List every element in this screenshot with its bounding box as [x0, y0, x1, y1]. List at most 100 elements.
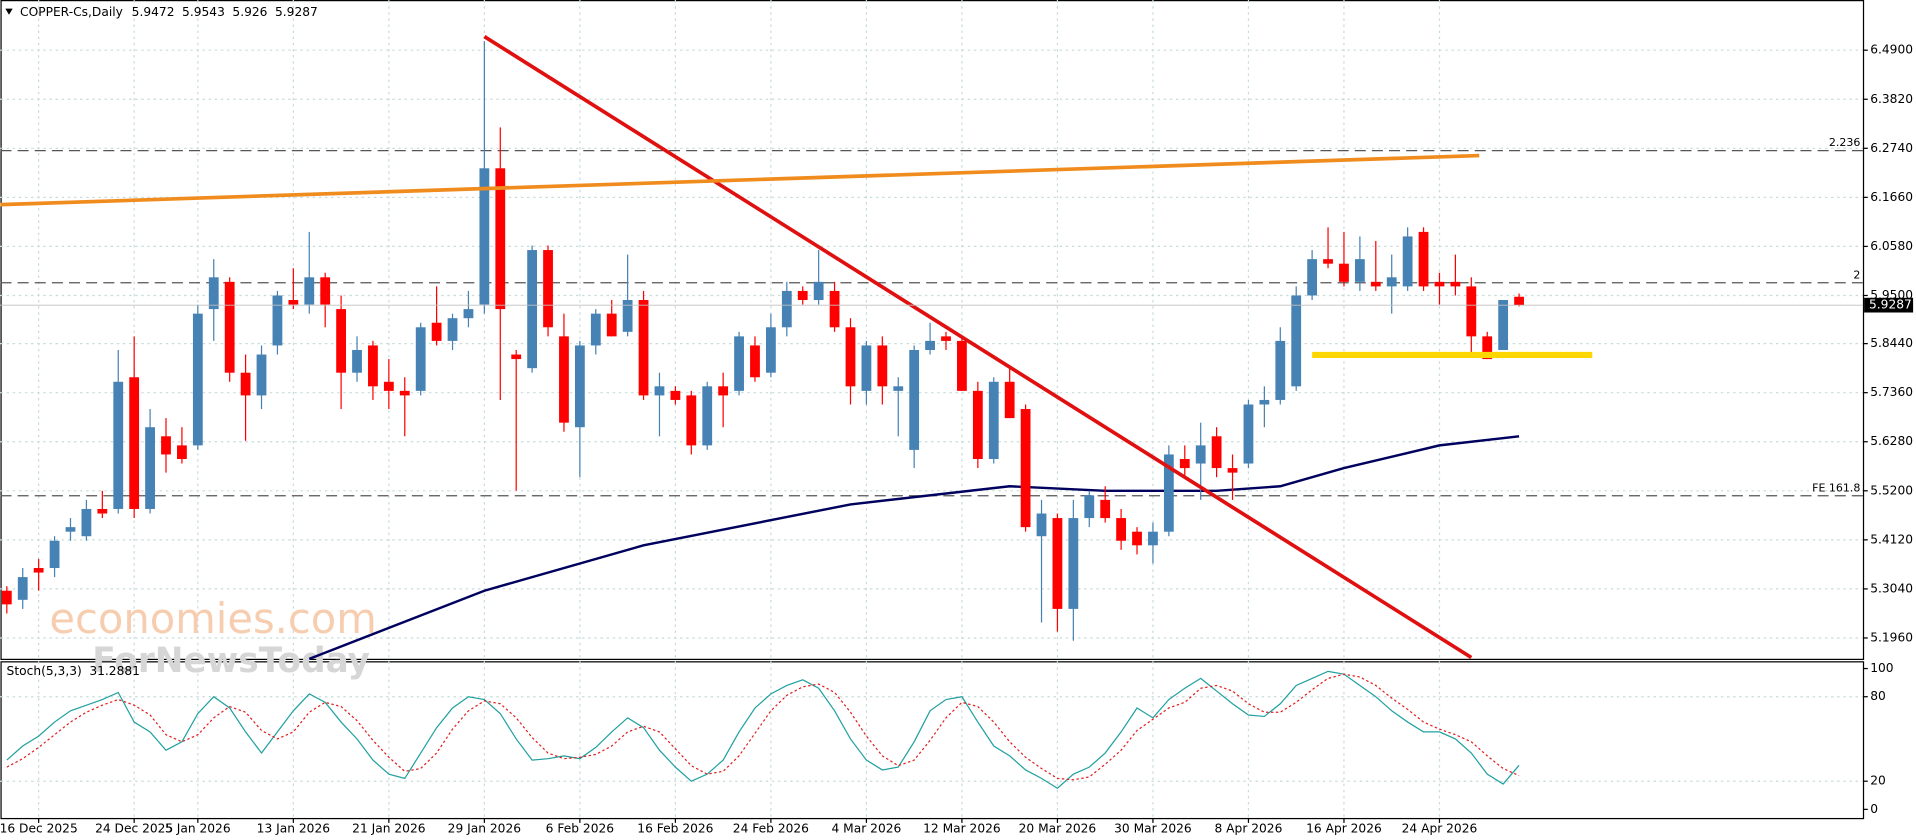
stoch-name: Stoch(5,3,3)	[7, 664, 82, 678]
candle-body	[447, 318, 458, 341]
candle-body	[1052, 518, 1063, 609]
candle-body	[718, 386, 729, 396]
candle-body	[734, 336, 744, 391]
y-tick-label: 5.5200	[1870, 483, 1913, 497]
candle-body	[988, 381, 999, 460]
candle-body	[304, 277, 315, 305]
candle-body	[224, 281, 235, 373]
candle-body	[368, 345, 378, 387]
stoch-title: Stoch(5,3,3) 31.2881	[7, 664, 140, 678]
x-tick-label: 20 Mar 2026	[1019, 821, 1097, 835]
candle-body	[813, 281, 824, 301]
candle-body	[702, 386, 713, 446]
candle-body	[1514, 296, 1524, 306]
candle-body	[511, 354, 522, 360]
candle-body	[1482, 336, 1493, 360]
candle-body	[1466, 286, 1477, 337]
watermark-text: ForNewsToday	[92, 641, 370, 681]
y-tick-label: 5.1960	[1870, 630, 1913, 644]
candle-body	[829, 290, 840, 328]
candle-body	[17, 577, 28, 600]
candle-body	[479, 168, 490, 305]
ohlc: 5.9543	[182, 5, 225, 19]
candle-body	[1275, 340, 1286, 400]
y-tick-label: 6.4900	[1870, 43, 1913, 57]
level-label: 2	[1853, 268, 1860, 281]
x-tick-label: 12 Mar 2026	[923, 821, 1001, 835]
main-panel-border	[0, 0, 1865, 660]
stoch-tick-label: 80	[1870, 689, 1886, 703]
candle-body	[256, 354, 267, 396]
candle-body	[622, 300, 633, 332]
candle-body	[177, 445, 187, 460]
candle-body	[925, 340, 935, 350]
watermark-text: economies.com	[49, 594, 376, 643]
y-tick-label: 6.3820	[1870, 92, 1913, 106]
stoch-line	[6, 670, 1520, 790]
x-tick-label: 24 Feb 2026	[733, 821, 809, 835]
candle-body	[861, 345, 872, 391]
candle-body	[272, 295, 283, 346]
candle-body	[1386, 277, 1397, 287]
candle-body	[941, 336, 951, 341]
stoch-value: 31.2881	[89, 664, 140, 678]
ohlc: 5.926	[232, 5, 267, 19]
x-tick-label: 16 Dec 2025	[0, 821, 78, 835]
candle-body	[1163, 454, 1174, 532]
candle-body	[1227, 468, 1238, 473]
candle-body	[957, 340, 967, 391]
candle-body	[750, 345, 760, 378]
candle-body	[113, 381, 124, 509]
stoch-tick-label: 0	[1870, 802, 1878, 816]
price-box-label: 5.9287	[1869, 298, 1912, 312]
candle-body	[670, 390, 681, 400]
candle-body	[909, 349, 920, 450]
ohlc: 5.9287	[275, 5, 318, 19]
candle-body	[97, 508, 108, 514]
y-tick-label: 5.3040	[1870, 581, 1913, 595]
x-tick-label: 16 Feb 2026	[637, 821, 713, 835]
trendline	[0, 153, 1480, 207]
candle-body	[399, 390, 410, 396]
menu-triangle	[5, 8, 13, 15]
candle-body	[1434, 281, 1445, 287]
candle-body	[1259, 399, 1270, 405]
candle-body	[543, 250, 553, 328]
y-tick-label: 6.0580	[1870, 239, 1913, 253]
stoch-tick-label: 20	[1870, 774, 1886, 788]
x-tick-label: 4 Mar 2026	[832, 821, 902, 835]
candle-body	[49, 540, 60, 569]
candle-body	[145, 427, 155, 509]
candle-body	[1498, 300, 1509, 350]
candle-body	[590, 313, 601, 346]
candle-body	[161, 436, 171, 455]
candle-body	[654, 386, 665, 396]
candle-body	[81, 508, 92, 537]
candle-body	[1148, 531, 1158, 546]
candle-body	[1418, 231, 1429, 287]
x-tick-label: 24 Apr 2026	[1402, 821, 1478, 835]
x-tick-label: 5 Jan 2026	[165, 821, 231, 835]
candle-body	[1116, 518, 1126, 541]
candle-body	[1339, 263, 1349, 282]
x-tick-label: 8 Apr 2026	[1215, 821, 1283, 835]
candle-body	[1100, 499, 1111, 519]
candle-body	[1354, 259, 1365, 282]
y-tick-label: 6.2740	[1870, 141, 1913, 155]
x-tick-label: 30 Mar 2026	[1114, 821, 1192, 835]
candle-body	[893, 386, 904, 391]
chart-title: COPPER-Cs,Daily 5.9472 5.9543 5.926 5.92…	[20, 5, 318, 19]
candle-body	[1084, 495, 1095, 519]
candle-body	[559, 336, 569, 423]
candle-body	[33, 568, 44, 573]
stoch-tick-label: 100	[1870, 661, 1893, 675]
price-box	[1864, 297, 1914, 313]
candle-body	[1402, 236, 1413, 287]
trendline	[483, 35, 1473, 660]
candle-body	[877, 345, 888, 387]
level-label: 2.236	[1829, 136, 1861, 149]
candle-body	[972, 390, 983, 460]
watermark: economies.com ForNewsToday	[49, 594, 376, 681]
y-tick-label: 5.8440	[1870, 336, 1913, 350]
moving-average	[308, 435, 1520, 661]
